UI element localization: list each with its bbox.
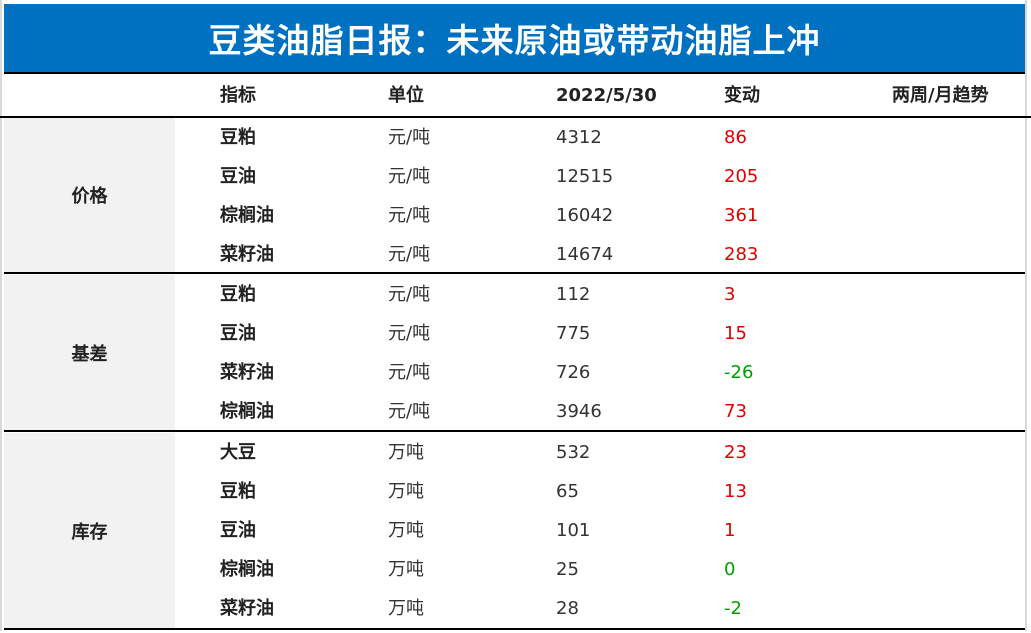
row-value: 16042 (556, 205, 614, 226)
row-change: 205 (724, 166, 759, 187)
row-unit: 元/吨 (388, 205, 431, 226)
row-name: 菜籽油 (220, 598, 274, 619)
row-name: 豆油 (220, 323, 256, 344)
row-name: 豆粕 (220, 127, 256, 148)
row-change: 13 (724, 481, 747, 502)
section-price: 价格 豆粕 元/吨 4312 86 豆油 元/吨 12515 205 棕榈油 元… (4, 118, 1025, 274)
category-label: 库存 (4, 433, 175, 628)
row-change: 23 (724, 442, 747, 463)
table-row: 菜籽油 元/吨 14674 283 (4, 235, 1025, 274)
row-name: 豆粕 (220, 284, 256, 305)
row-value: 14674 (556, 244, 614, 265)
row-value: 65 (556, 481, 579, 502)
row-name: 菜籽油 (220, 362, 274, 383)
row-value: 775 (556, 323, 591, 344)
row-unit: 元/吨 (388, 127, 431, 148)
row-value: 28 (556, 598, 579, 619)
table-row: 棕榈油 元/吨 3946 73 (4, 392, 1025, 431)
table-row: 豆粕 元/吨 4312 86 (4, 118, 1025, 157)
table-row: 豆油 万吨 101 1 (4, 511, 1025, 550)
row-unit: 元/吨 (388, 362, 431, 383)
row-name: 豆油 (220, 166, 256, 187)
row-unit: 元/吨 (388, 244, 431, 265)
row-unit: 元/吨 (388, 166, 431, 187)
table-row: 豆油 元/吨 775 15 (4, 314, 1025, 353)
row-change: 0 (724, 559, 736, 580)
table-row: 大豆 万吨 532 23 (4, 433, 1025, 472)
row-unit: 元/吨 (388, 401, 431, 422)
row-unit: 万吨 (388, 481, 424, 502)
category-label: 价格 (4, 118, 175, 272)
row-name: 菜籽油 (220, 244, 274, 265)
category-label: 基差 (4, 275, 175, 430)
header-change: 变动 (724, 85, 760, 106)
header-indicator: 指标 (220, 85, 256, 106)
row-value: 25 (556, 559, 579, 580)
row-change: 3 (724, 284, 736, 305)
row-name: 棕榈油 (220, 205, 274, 226)
row-change: -26 (724, 362, 754, 383)
row-name: 豆油 (220, 520, 256, 541)
row-change: 86 (724, 127, 747, 148)
row-value: 3946 (556, 401, 602, 422)
row-value: 101 (556, 520, 591, 541)
header-unit: 单位 (388, 85, 424, 106)
table-row: 菜籽油 万吨 28 -2 (4, 589, 1025, 628)
table-row: 菜籽油 元/吨 726 -26 (4, 353, 1025, 392)
row-value: 12515 (556, 166, 614, 187)
table-row: 豆油 元/吨 12515 205 (4, 157, 1025, 196)
table-row: 棕榈油 万吨 25 0 (4, 550, 1025, 589)
row-change: 1 (724, 520, 736, 541)
row-unit: 万吨 (388, 559, 424, 580)
section-basis: 基差 豆粕 元/吨 112 3 豆油 元/吨 775 15 菜籽油 元/吨 72… (4, 275, 1025, 432)
header-date: 2022/5/30 (556, 85, 657, 106)
row-name: 豆粕 (220, 481, 256, 502)
report-title: 豆类油脂日报：未来原油或带动油脂上冲 (4, 4, 1025, 74)
row-value: 112 (556, 284, 591, 305)
row-unit: 万吨 (388, 520, 424, 541)
row-name: 棕榈油 (220, 401, 274, 422)
row-change: -2 (724, 598, 742, 619)
row-change: 283 (724, 244, 759, 265)
table-row: 棕榈油 元/吨 16042 361 (4, 196, 1025, 235)
row-change: 361 (724, 205, 759, 226)
table-header: 指标 单位 2022/5/30 变动 两周/月趋势 (0, 76, 1031, 118)
header-trend: 两周/月趋势 (892, 85, 989, 106)
table-row: 豆粕 元/吨 112 3 (4, 275, 1025, 314)
row-unit: 万吨 (388, 442, 424, 463)
row-value: 726 (556, 362, 591, 383)
row-unit: 元/吨 (388, 284, 431, 305)
row-change: 15 (724, 323, 747, 344)
row-name: 棕榈油 (220, 559, 274, 580)
row-value: 4312 (556, 127, 602, 148)
table-row: 豆粕 万吨 65 13 (4, 472, 1025, 511)
row-value: 532 (556, 442, 591, 463)
row-unit: 元/吨 (388, 323, 431, 344)
row-unit: 万吨 (388, 598, 424, 619)
section-inventory: 库存 大豆 万吨 532 23 豆粕 万吨 65 13 豆油 万吨 101 1 … (4, 433, 1025, 630)
row-change: 73 (724, 401, 747, 422)
row-name: 大豆 (220, 442, 256, 463)
